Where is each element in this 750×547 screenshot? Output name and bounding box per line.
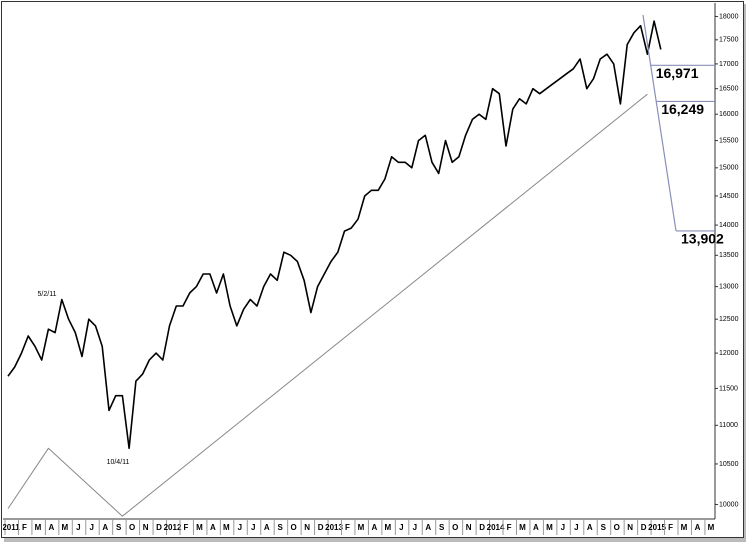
x-tick-label: M (385, 523, 392, 532)
annotation-label: 16,971 (656, 65, 699, 81)
y-tick-label: 16000 (719, 111, 739, 118)
y-tick-label: 14500 (719, 193, 739, 200)
x-tick-label: A (695, 523, 701, 532)
x-tick-label: D (641, 523, 647, 532)
y-tick-label: 18000 (719, 13, 739, 20)
projection-line (642, 14, 677, 232)
x-tick-label: O (291, 523, 297, 532)
x-tick-label: A (533, 523, 539, 532)
y-tick-label: 13500 (719, 252, 739, 259)
x-tick-label: N (466, 523, 472, 532)
y-tick-label: 10000 (719, 501, 739, 508)
x-tick-label: 2014 (487, 523, 505, 532)
x-tick-label: J (90, 523, 94, 532)
x-tick-label: S (439, 523, 445, 532)
y-tick-label: 12000 (719, 350, 739, 357)
y-tick-label: 11500 (719, 385, 738, 392)
x-tick-label: J (399, 523, 403, 532)
frame (1, 1, 744, 538)
x-tick-label: M (358, 523, 365, 532)
x-tick-label: D (479, 523, 485, 532)
x-tick-label: J (413, 523, 417, 532)
y-tick-label: 15500 (719, 137, 739, 144)
x-tick-label: M (546, 523, 553, 532)
x-tick-label: A (264, 523, 270, 532)
x-tick-label: F (668, 523, 673, 532)
plot: 10000 10500 11000 11500 12000 12500 13000 13500… (2, 3, 739, 535)
x-tick-label: O (614, 523, 620, 532)
x-tick-label: J (251, 523, 255, 532)
y-tick-label: 15000 (719, 165, 739, 172)
x-tick-label: F (507, 523, 512, 532)
x-tick-label: A (48, 523, 54, 532)
series-line (7, 20, 662, 450)
y-tick-label: 16500 (719, 86, 739, 93)
series-line (7, 93, 648, 517)
x-tick-label: J (238, 523, 242, 532)
x-tick-label: S (601, 523, 607, 532)
x-tick-label: J (76, 523, 80, 532)
x-tick-label: N (304, 523, 310, 532)
x-tick-label: 2011 (2, 523, 20, 532)
x-tick-label: A (210, 523, 216, 532)
x-tick-label: O (129, 523, 135, 532)
x-tick-label: J (561, 523, 565, 532)
y-tick-label: 17500 (719, 37, 739, 44)
x-tick-label: M (196, 523, 203, 532)
y-tick-label: 13000 (719, 283, 739, 290)
x-tick-label: N (143, 523, 149, 532)
x-tick-label: M (223, 523, 230, 532)
date-label: 5/2/11 (38, 291, 57, 298)
x-tick-label: 2013 (325, 523, 343, 532)
annotation-label: 13,902 (681, 231, 724, 247)
x-tick-label: 2015 (648, 523, 666, 532)
x-tick-label: O (452, 523, 458, 532)
x-tick-label: F (184, 523, 189, 532)
y-tick-label: 17000 (719, 61, 739, 68)
x-tick-label: S (278, 523, 284, 532)
x-tick-label: N (627, 523, 633, 532)
x-tick-label: 2012 (164, 523, 182, 532)
y-tick-label: 10500 (719, 461, 739, 468)
x-tick-label: M (519, 523, 526, 532)
x-tick-label: D (318, 523, 324, 532)
y-tick-label: 14000 (719, 222, 739, 229)
x-tick-label: D (156, 523, 162, 532)
x-tick-label: M (62, 523, 69, 532)
x-tick-label: F (345, 523, 350, 532)
x-tick-label: A (587, 523, 593, 532)
x-tick-label: M (35, 523, 42, 532)
y-tick-label: 11000 (719, 422, 738, 429)
x-tick-label: M (708, 523, 715, 532)
x-tick-label: M (681, 523, 688, 532)
annotation-label: 16,249 (661, 101, 704, 117)
y-tick-label: 12500 (719, 316, 739, 323)
x-tick-label: F (22, 523, 27, 532)
x-tick-label: A (102, 523, 108, 532)
x-tick-label: A (425, 523, 431, 532)
x-tick-label: S (116, 523, 122, 532)
x-tick-label: J (574, 523, 578, 532)
date-label: 10/4/11 (107, 459, 130, 466)
x-tick-label: A (372, 523, 378, 532)
